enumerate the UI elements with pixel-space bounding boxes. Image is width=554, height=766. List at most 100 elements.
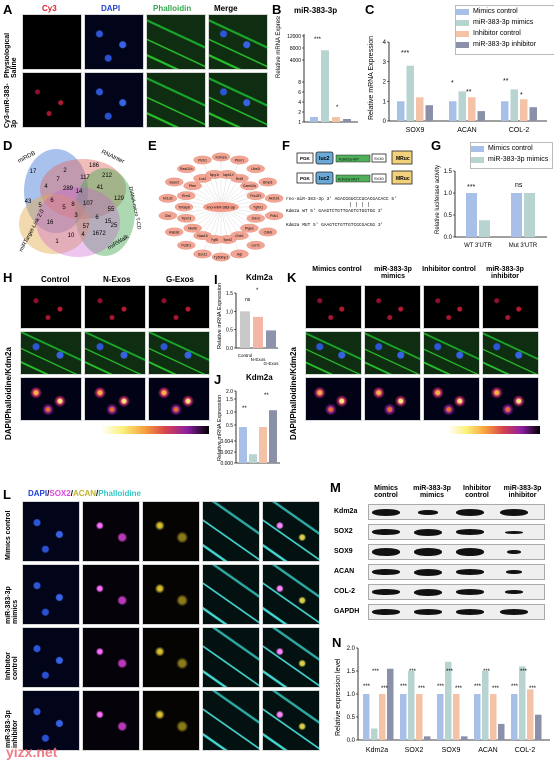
g-y-tick-label: 0.0: [444, 235, 453, 241]
e-edge: [220, 174, 228, 208]
n-y-tick-label: 1.5: [347, 669, 356, 675]
g-legend-label-2: miR-383-3p mimics: [488, 156, 549, 163]
d-count: 5: [62, 205, 66, 211]
n-bar: [400, 694, 407, 740]
c-bar: [458, 91, 466, 121]
e-gene-node: [230, 155, 249, 165]
d-count: 2: [63, 168, 67, 174]
d-count: 17: [30, 169, 37, 175]
k-col-3: Inhibitor control: [422, 266, 476, 273]
e-gene-node: [265, 193, 284, 203]
e-gene-label: Pou2f1: [250, 194, 261, 198]
j-bar: [259, 427, 267, 463]
c-sig: *: [520, 92, 523, 99]
g-y-tick-label: 1.0: [444, 191, 453, 197]
e-edge: [186, 206, 222, 246]
j-y-tick-label: 0.5: [226, 423, 233, 429]
n-y-label: Relative expression level: [335, 658, 342, 736]
c-legend-item-1: Mimics control: [456, 6, 554, 17]
b-y-tick-label: 1: [298, 120, 301, 126]
d-count: 43: [25, 199, 32, 205]
n-y-tick-label: 1.0: [347, 692, 356, 698]
g-y-label: Relative luciferase activity: [435, 165, 441, 234]
f-mut-luc2-label: luc2: [319, 176, 329, 182]
g-legend-item-1: Mimics control: [471, 143, 552, 154]
c-category-label: SOX9: [406, 127, 425, 134]
n-bar: [498, 723, 505, 740]
c-legend-label-4: miR-383-3p inhibitor: [473, 41, 537, 48]
a-col-merge: Merge: [214, 4, 238, 13]
n-sig: ***: [483, 669, 491, 675]
n-bar: [461, 736, 468, 740]
e-gene-label: Camk2a: [243, 184, 256, 188]
panel-label-a: A: [3, 2, 13, 17]
m-band: [414, 548, 442, 556]
l-tile-4-2: [82, 690, 140, 751]
c-y-tick-label: 0: [383, 119, 387, 125]
c-bar: [468, 97, 476, 121]
e-gene-node: [205, 170, 224, 179]
f-mut-pgk-label: PGK: [300, 176, 311, 181]
m-col-1: Mimics control: [374, 485, 398, 499]
l-tile-4-5: [262, 690, 320, 751]
e-gene-label: Lin7c: [252, 244, 261, 248]
k-tile-1-4: [482, 285, 539, 329]
e-gene-node: [258, 227, 277, 237]
f-wt-luc2: [315, 151, 334, 165]
e-gene-label: Rasl11b: [180, 167, 193, 171]
i-y-tick-label: 1.5: [226, 291, 233, 297]
c-bar: [406, 65, 414, 121]
e-gene-node: [246, 213, 265, 223]
i-y-tick-label: 0.5: [226, 328, 233, 334]
b-y-tick-label: 12000: [287, 34, 301, 40]
b-axis: 1 2 4 6 8 4000 8000 12000 Relative mRNA Expressi…: [276, 16, 358, 126]
d-count: 6: [50, 198, 54, 204]
b-bar: [321, 50, 329, 123]
e-gene-node: [211, 152, 231, 162]
e-gene-node: [240, 181, 259, 191]
e-gene-label: Naa16: [197, 234, 207, 238]
m-band: [456, 508, 484, 516]
i-bar: [266, 330, 276, 348]
m-band: [506, 570, 522, 574]
panel-label-f: F: [282, 138, 290, 153]
f-construct-diagram: PGK luc2 Kdm2a-WT SV40 MRuc PGK luc2 Kdm…: [286, 150, 413, 228]
h-tile-1-1: [20, 285, 82, 329]
f-pairing-lines: | | | |: [349, 202, 370, 208]
k-col-2: miR-383-3p mimics: [374, 266, 412, 280]
a-row-2-label: Cy3-miR-383-3p: [4, 83, 18, 128]
h-colorbar: [101, 426, 209, 434]
m-band: [456, 529, 484, 535]
n-bar: [511, 694, 518, 740]
g-legend-swatch-2: [471, 156, 484, 163]
n-bar: [387, 668, 394, 740]
a-tile-cy3-merge: [208, 72, 268, 128]
m-band: [418, 509, 438, 515]
g-legend-item-2: miR-383-3p mimics: [471, 154, 552, 165]
l-row-4-label: miR-383-3p inhibitor: [5, 710, 19, 748]
m-row-label: SOX9: [334, 548, 353, 555]
e-edge: [186, 168, 222, 208]
g-legend-label-1: Mimics control: [488, 145, 533, 152]
a-tile-saline-cy3: [22, 14, 82, 70]
a-col-dapi: DAPI: [101, 4, 121, 13]
e-gene-node: [158, 211, 177, 221]
a-tile-cy3-phalloidin: [146, 72, 206, 128]
h-side-label: DAPI/Phalloidine/Kdm2a: [4, 347, 13, 440]
l-tile-2-1: [22, 564, 80, 625]
k-tile-1-1: [305, 285, 362, 329]
l-header: DAPI/SOX2/ACAN/Phalloidine: [28, 489, 141, 498]
e-gene-node: [248, 202, 268, 212]
c-legend-swatch-3: [456, 30, 469, 37]
d-count: 186: [89, 163, 100, 169]
d-count: 6: [95, 215, 99, 221]
n-bar: [363, 694, 370, 740]
e-gene-label: Bmp6: [263, 180, 272, 184]
a-tile-saline-merge: [208, 14, 268, 70]
n-sig: ***: [363, 684, 371, 690]
d-count: 10: [68, 233, 75, 239]
e-gene-label: Agt: [237, 252, 242, 256]
n-sig: ***: [492, 686, 500, 692]
k-tile-3-1: [305, 377, 362, 421]
